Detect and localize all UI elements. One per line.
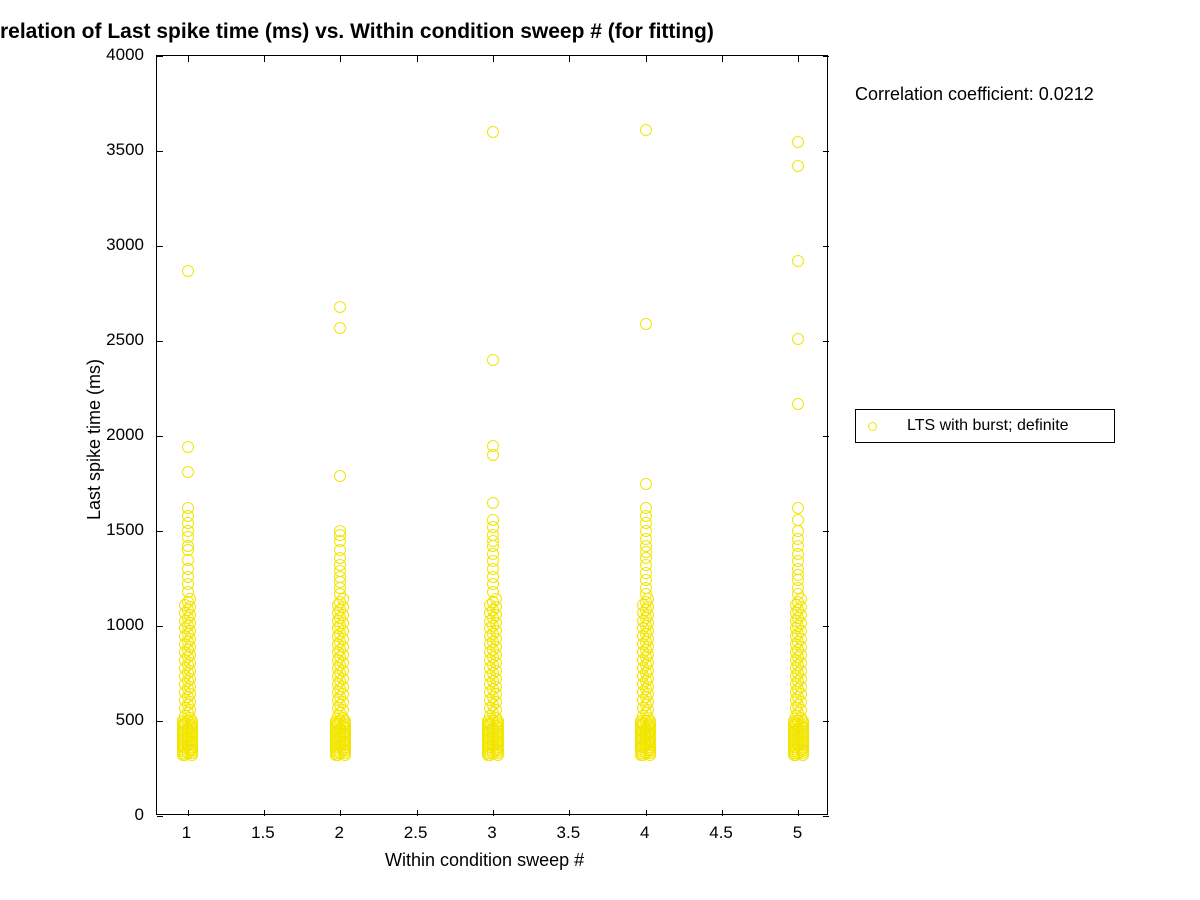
x-tick xyxy=(188,810,189,816)
data-point xyxy=(788,715,800,727)
x-tick xyxy=(493,810,494,816)
y-tick xyxy=(823,341,829,342)
data-point xyxy=(182,466,194,478)
data-point xyxy=(182,265,194,277)
data-point xyxy=(792,502,804,514)
data-point xyxy=(182,502,194,514)
correlation-annotation: Correlation coefficient: 0.0212 xyxy=(855,84,1094,105)
y-tick xyxy=(157,531,163,532)
data-point xyxy=(177,715,189,727)
data-point xyxy=(487,497,499,509)
x-tick-label: 1 xyxy=(182,823,191,843)
y-tick-label: 3500 xyxy=(106,140,144,160)
x-tick xyxy=(264,56,265,62)
x-tick xyxy=(340,56,341,62)
x-tick xyxy=(722,56,723,62)
y-tick-label: 1000 xyxy=(106,615,144,635)
y-tick xyxy=(157,341,163,342)
data-point xyxy=(792,525,804,537)
data-point xyxy=(792,136,804,148)
x-axis-label: Within condition sweep # xyxy=(385,850,584,871)
data-point xyxy=(640,124,652,136)
data-point xyxy=(640,318,652,330)
x-tick-label: 4 xyxy=(640,823,649,843)
x-tick xyxy=(569,810,570,816)
x-tick-label: 2.5 xyxy=(404,823,428,843)
y-tick-label: 3000 xyxy=(106,235,144,255)
y-axis-label: Last spike time (ms) xyxy=(84,359,105,520)
data-point xyxy=(334,470,346,482)
x-tick xyxy=(646,810,647,816)
data-point xyxy=(482,715,494,727)
data-point xyxy=(487,126,499,138)
x-tick xyxy=(798,810,799,816)
x-tick xyxy=(493,56,494,62)
y-tick xyxy=(157,721,163,722)
data-point xyxy=(635,715,647,727)
data-point xyxy=(792,514,804,526)
x-tick-label: 2 xyxy=(335,823,344,843)
y-tick xyxy=(157,56,163,57)
y-tick xyxy=(823,816,829,817)
x-tick-label: 5 xyxy=(793,823,802,843)
x-tick-label: 4.5 xyxy=(709,823,733,843)
y-tick-label: 0 xyxy=(135,805,144,825)
y-tick xyxy=(823,721,829,722)
data-point xyxy=(487,440,499,452)
figure: relation of Last spike time (ms) vs. Wit… xyxy=(0,0,1200,900)
y-tick xyxy=(823,436,829,437)
data-point xyxy=(182,441,194,453)
legend-marker-icon xyxy=(868,422,877,431)
data-point xyxy=(640,502,652,514)
y-tick xyxy=(823,151,829,152)
y-tick-label: 4000 xyxy=(106,45,144,65)
y-tick xyxy=(157,626,163,627)
x-tick-label: 1.5 xyxy=(251,823,275,843)
y-tick-label: 500 xyxy=(116,710,144,730)
plot-inner xyxy=(157,56,827,814)
data-point xyxy=(792,255,804,267)
y-tick-label: 2000 xyxy=(106,425,144,445)
x-tick xyxy=(417,810,418,816)
plot-area xyxy=(156,55,828,815)
y-tick xyxy=(823,626,829,627)
x-tick xyxy=(188,56,189,62)
data-point xyxy=(792,398,804,410)
x-tick xyxy=(569,56,570,62)
data-point xyxy=(334,322,346,334)
y-tick xyxy=(823,531,829,532)
chart-title: relation of Last spike time (ms) vs. Wit… xyxy=(0,20,714,44)
data-point xyxy=(792,160,804,172)
x-tick-label: 3 xyxy=(487,823,496,843)
x-tick xyxy=(722,810,723,816)
data-point xyxy=(330,715,342,727)
data-point xyxy=(640,478,652,490)
y-tick xyxy=(823,246,829,247)
data-point xyxy=(487,354,499,366)
x-tick xyxy=(798,56,799,62)
y-tick xyxy=(157,816,163,817)
y-tick-label: 1500 xyxy=(106,520,144,540)
data-point xyxy=(334,525,346,537)
x-tick xyxy=(340,810,341,816)
y-tick xyxy=(157,151,163,152)
y-tick-label: 2500 xyxy=(106,330,144,350)
x-tick-label: 3.5 xyxy=(557,823,581,843)
data-point xyxy=(487,514,499,526)
y-tick xyxy=(823,56,829,57)
y-tick xyxy=(157,436,163,437)
x-tick xyxy=(417,56,418,62)
data-point xyxy=(334,301,346,313)
legend: LTS with burst; definite xyxy=(855,409,1115,443)
legend-label: LTS with burst; definite xyxy=(907,417,1069,435)
y-tick xyxy=(157,246,163,247)
x-tick xyxy=(646,56,647,62)
legend-item: LTS with burst; definite xyxy=(866,417,1104,435)
x-tick xyxy=(264,810,265,816)
data-point xyxy=(792,333,804,345)
